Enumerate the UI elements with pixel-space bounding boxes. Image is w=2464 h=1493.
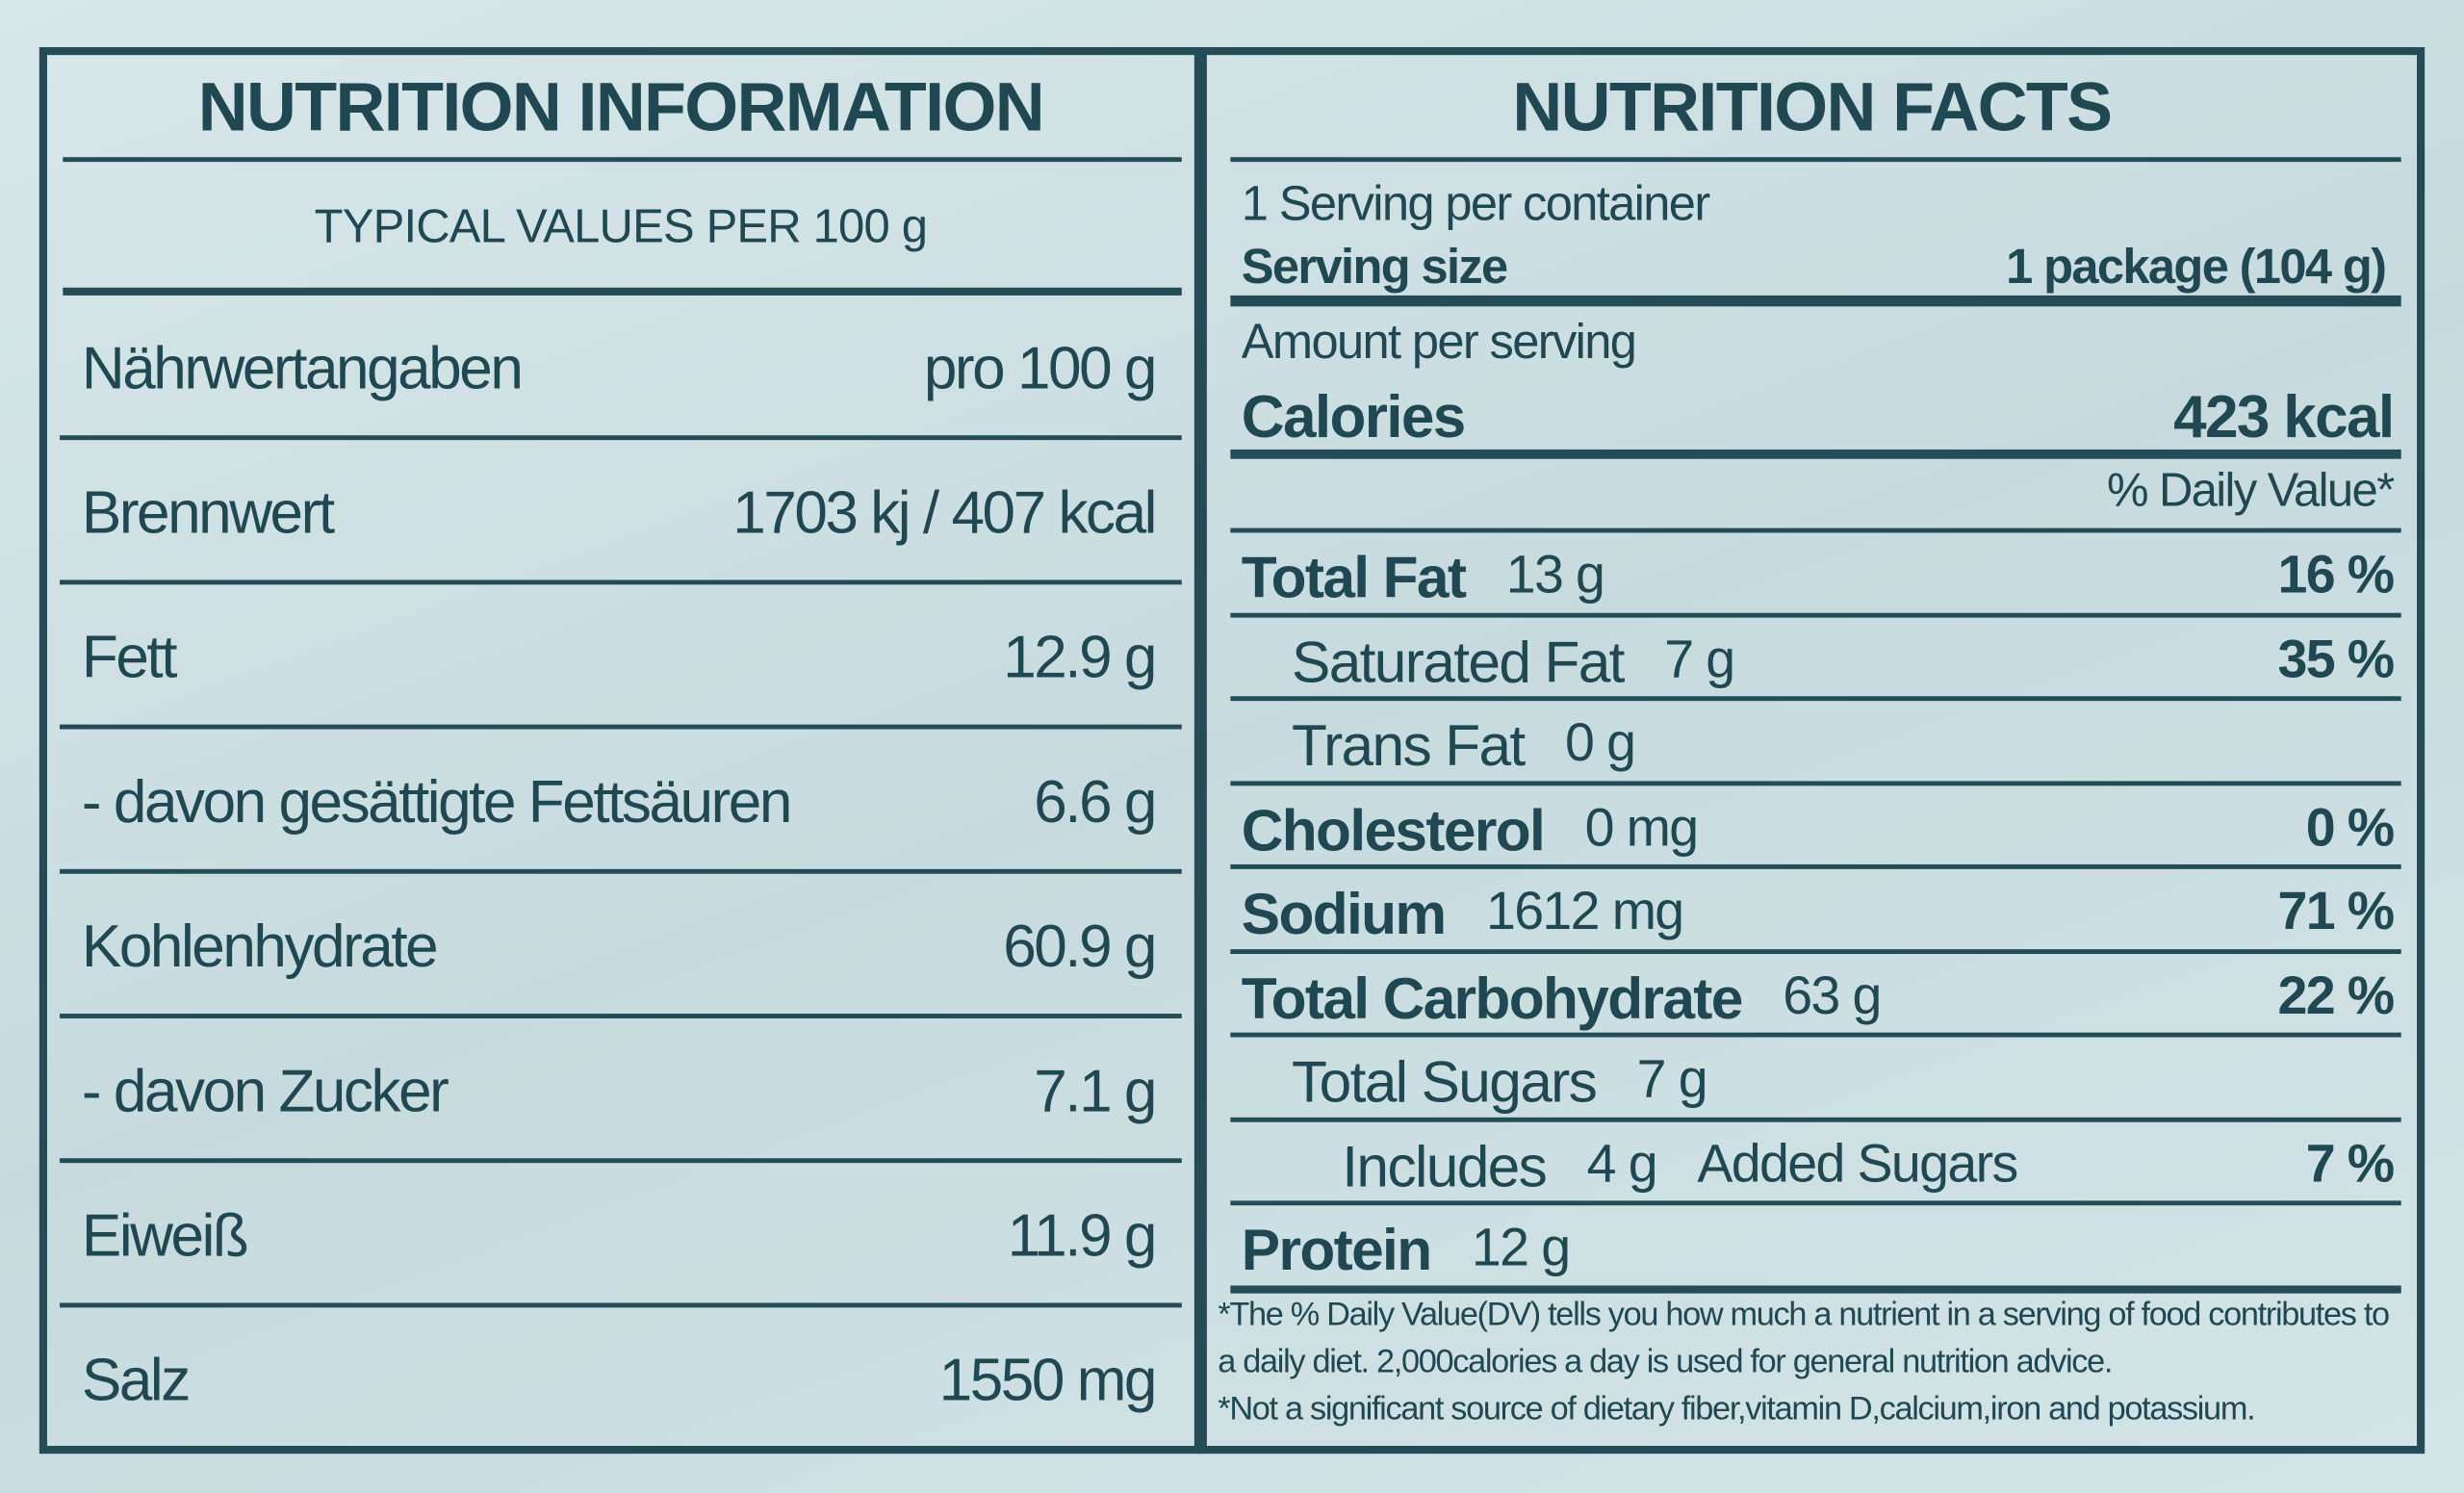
footnote: *The % Daily Value(DV) tells you how muc…: [1218, 1296, 2390, 1380]
row-label: Brennwert: [81, 480, 335, 548]
rule: [1230, 863, 2401, 869]
nutrient-suffix: Added Sugars: [1697, 1133, 2018, 1194]
nutrient-amount: 1612 mg: [1485, 881, 1684, 941]
rule: [1230, 1200, 2401, 1206]
rule: [1230, 1116, 2401, 1121]
rule: [63, 287, 1182, 296]
row-label: - davon Zucker: [81, 1059, 449, 1125]
row-value: 12.9 g: [1003, 625, 1157, 692]
daily-value: 35 %: [2277, 629, 2396, 689]
rule: [60, 1014, 1182, 1018]
nutrient-name: Total Fat: [1241, 545, 1467, 610]
row-value: 11.9 g: [1007, 1203, 1158, 1271]
nutrient-row: Protein 12 g: [1241, 1218, 1571, 1284]
nutrient-row: Cholesterol 0 mg: [1241, 797, 1700, 864]
rule: [1230, 295, 2401, 307]
daily-value: 71 %: [2277, 881, 2396, 941]
rule: [1230, 1284, 2401, 1293]
nutrient-name: Trans Fat: [1292, 713, 1526, 779]
servings: 1 Serving per container: [1241, 175, 1710, 231]
nutrient-name: Cholesterol: [1241, 797, 1546, 862]
rule: [1230, 528, 2401, 533]
row-value: 1703 kj / 407 kcal: [732, 480, 1157, 548]
footnote: *Not a significant source of dietary fib…: [1218, 1390, 2255, 1428]
row-value: 7.1 g: [1034, 1059, 1157, 1125]
nutrient-name: Includes: [1342, 1133, 1548, 1198]
row-label: Eiweiß: [81, 1203, 249, 1271]
daily-value: 16 %: [2277, 545, 2396, 605]
row-label: Salz: [81, 1348, 191, 1415]
nutrient-amount: 13 g: [1505, 545, 1605, 605]
rule: [1230, 449, 2401, 459]
row-value: 60.9 g: [1003, 914, 1157, 981]
nutrient-amount: 0 mg: [1584, 797, 1700, 858]
rule: [1230, 696, 2401, 702]
rule: [1230, 1032, 2401, 1038]
rule: [1230, 780, 2401, 785]
footnotes: *The % Daily Value(DV) tells you how muc…: [1218, 1292, 2404, 1433]
nutrient-row: Saturated Fat 7 g: [1292, 629, 1735, 696]
nutrient-row: Trans Fat 0 g: [1292, 713, 1636, 780]
nutrient-amount: 7 g: [1664, 629, 1735, 689]
dv-header: % Daily Value*: [2107, 465, 2395, 518]
nutrient-row: Total Carbohydrate 63 g: [1241, 965, 1883, 1032]
rule: [60, 868, 1182, 874]
serving-size-label: Serving size: [1241, 239, 1508, 295]
nutrient-amount: 12 g: [1471, 1218, 1571, 1278]
row-label: Kohlenhydrate: [81, 914, 439, 981]
daily-value: 22 %: [2277, 965, 2396, 1026]
nutrient-name: Sodium: [1241, 881, 1447, 946]
rule: [60, 1158, 1182, 1164]
calories: 423 kcal: [2173, 384, 2395, 451]
amount-per-serving: Amount per serving: [1241, 314, 1637, 370]
right-panel: [1198, 46, 2426, 1454]
rule: [1230, 611, 2401, 617]
rule: [60, 579, 1182, 585]
daily-value: 7 %: [2305, 1133, 2395, 1194]
nutrient-amount: 7 g: [1636, 1049, 1708, 1110]
nutrient-row: Total Fat 13 g: [1241, 545, 1605, 612]
nutrient-amount: 63 g: [1783, 965, 1882, 1026]
nutrient-row: Includes 4 g Added Sugars: [1342, 1133, 2018, 1200]
left-panel: [38, 46, 1202, 1454]
rule: [1230, 157, 2401, 163]
row-label: - davon gesättigte Fettsäuren: [81, 769, 792, 837]
nutrient-row: Total Sugars 7 g: [1292, 1049, 1708, 1117]
rule: [63, 157, 1182, 163]
nutrient-name: Saturated Fat: [1292, 629, 1625, 694]
row-value: 6.6 g: [1034, 769, 1157, 837]
left-title: NUTRITION INFORMATION: [197, 68, 1045, 146]
rule: [1230, 948, 2401, 954]
nutrient-name: Total Carbohydrate: [1241, 965, 1744, 1031]
nutrient-row: Sodium 1612 mg: [1241, 881, 1684, 948]
right-title: NUTRITION FACTS: [1512, 68, 2113, 146]
rule: [60, 435, 1182, 441]
serving-size: 1 package (104 g): [2006, 239, 2387, 295]
row-label: Fett: [81, 625, 178, 692]
calories-label: Calories: [1241, 384, 1466, 451]
row-value: pro 100 g: [923, 336, 1158, 402]
nutrient-amount: 0 g: [1565, 713, 1636, 774]
left-subtitle: TYPICAL VALUES PER 100 g: [314, 200, 928, 253]
nutrient-name: Protein: [1241, 1218, 1432, 1283]
nutrient-name: Total Sugars: [1292, 1049, 1598, 1115]
rule: [60, 1302, 1182, 1308]
daily-value: 0 %: [2305, 797, 2395, 858]
row-value: 1550 mg: [938, 1348, 1158, 1415]
nutrient-amount: 4 g: [1586, 1133, 1658, 1194]
rule: [60, 724, 1182, 730]
row-label: Nährwertangaben: [81, 336, 524, 402]
